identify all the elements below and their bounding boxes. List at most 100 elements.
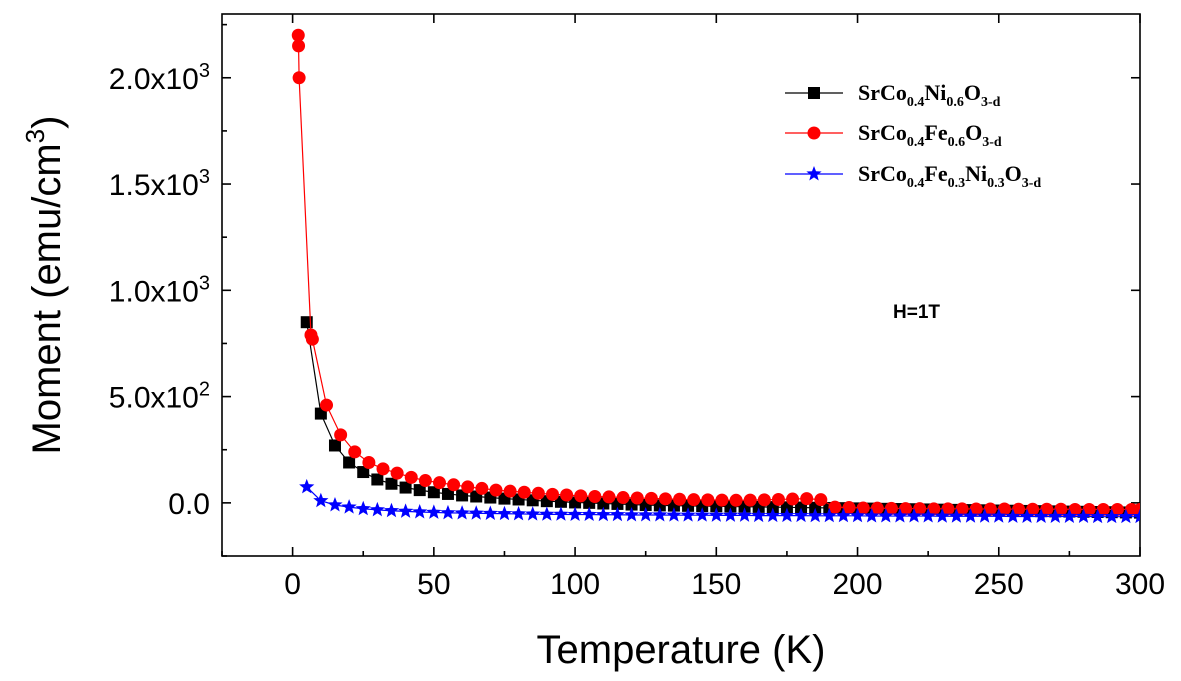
data-point	[574, 489, 588, 503]
data-point	[327, 496, 343, 512]
data-point	[328, 439, 341, 452]
data-point	[291, 28, 305, 42]
data-point	[638, 506, 654, 522]
data-point	[878, 508, 894, 523]
data-point	[644, 491, 658, 505]
data-point	[320, 398, 334, 412]
data-point	[673, 492, 687, 506]
data-point	[581, 506, 597, 522]
legend-label: SrCo0.4Ni0.6O3-d	[858, 80, 1001, 110]
y-tick-label-base: 0.0	[168, 488, 210, 521]
data-point	[941, 502, 955, 516]
data-point	[539, 506, 555, 521]
y-tick-label-base: 1.0x10	[109, 275, 199, 308]
y-axis-title-main: Moment (emu/cm	[25, 143, 69, 454]
field-annotation: H=1T	[893, 302, 940, 323]
data-point	[299, 478, 315, 494]
x-tick-label: 0	[284, 568, 301, 601]
series-line	[306, 322, 1140, 514]
legend-label-part: 3-d	[981, 95, 1001, 110]
series-1	[300, 316, 1140, 519]
data-point	[376, 462, 390, 476]
data-point	[842, 501, 856, 515]
y-axis-title-superscript: 3	[20, 129, 50, 143]
data-point	[927, 502, 941, 516]
data-point	[835, 507, 852, 523]
x-tick-label: 200	[833, 568, 883, 601]
data-point	[913, 502, 927, 516]
data-point	[666, 507, 682, 522]
data-point	[652, 506, 668, 522]
data-point	[1061, 508, 1077, 523]
legend-label-part: 0.6	[946, 95, 964, 110]
data-point	[545, 487, 559, 501]
data-point	[1068, 502, 1082, 516]
data-point	[609, 506, 626, 522]
data-point	[588, 489, 602, 503]
y-tick-label: 0.0	[168, 488, 210, 521]
data-point	[432, 476, 446, 490]
data-point	[1110, 502, 1124, 516]
data-point	[292, 71, 306, 85]
series-3	[299, 478, 1140, 524]
data-point	[955, 502, 969, 516]
data-point	[482, 505, 498, 520]
data-point	[461, 480, 475, 494]
data-point	[694, 507, 710, 522]
legend-label-part: O	[965, 120, 982, 145]
x-tick-label: 250	[974, 568, 1024, 601]
data-point	[687, 493, 701, 507]
data-point	[1033, 508, 1049, 523]
data-point	[680, 507, 696, 522]
legend-label-part: 0.3	[987, 176, 1005, 191]
series-line	[297, 35, 1140, 511]
legend-label-part: SrCo	[858, 120, 907, 145]
data-point	[809, 501, 822, 514]
data-point	[856, 501, 870, 515]
data-point	[948, 508, 965, 523]
legend-label-part: 0.6	[948, 135, 966, 150]
data-point	[828, 500, 842, 514]
y-tick-label-base: 2.0x10	[109, 63, 199, 96]
data-point	[341, 499, 357, 514]
data-point	[517, 485, 531, 499]
y-axis-title-close: )	[25, 116, 69, 129]
x-tick-label: 50	[417, 568, 450, 601]
data-point	[343, 456, 356, 469]
data-point	[567, 506, 583, 522]
data-point	[722, 507, 739, 522]
series-2	[291, 28, 1140, 516]
legend-label-part: Ni	[924, 80, 946, 105]
data-point	[369, 501, 385, 517]
y-axis-title: Moment (emu/cm3)	[20, 116, 69, 455]
data-point	[779, 507, 795, 523]
data-point	[765, 507, 781, 523]
data-point	[616, 491, 630, 505]
legend-label-part: 0.4	[907, 135, 925, 150]
data-point	[701, 493, 715, 507]
data-point	[418, 474, 432, 488]
data-point	[305, 332, 319, 346]
data-point	[849, 507, 866, 523]
x-axis-ticks: 0 50 100 150 200 250 300	[221, 14, 1165, 601]
data-point	[1075, 508, 1092, 523]
data-point	[658, 492, 672, 506]
data-point	[362, 455, 376, 469]
legend-label-part: O	[1005, 161, 1022, 186]
data-point	[383, 502, 400, 518]
data-point	[313, 492, 329, 508]
legend-label-part: Fe	[924, 161, 947, 186]
data-point	[412, 504, 428, 519]
data-point	[355, 500, 371, 516]
data-point	[440, 504, 456, 520]
data-point	[793, 507, 809, 523]
data-point	[771, 492, 785, 506]
y-tick-label-base: 1.5x10	[109, 169, 199, 202]
legend-label-part: 0.4	[907, 176, 925, 191]
data-point	[525, 506, 541, 521]
data-point	[1082, 502, 1096, 516]
legend-marker	[808, 87, 820, 99]
data-point	[630, 491, 644, 505]
data-point	[736, 507, 753, 522]
